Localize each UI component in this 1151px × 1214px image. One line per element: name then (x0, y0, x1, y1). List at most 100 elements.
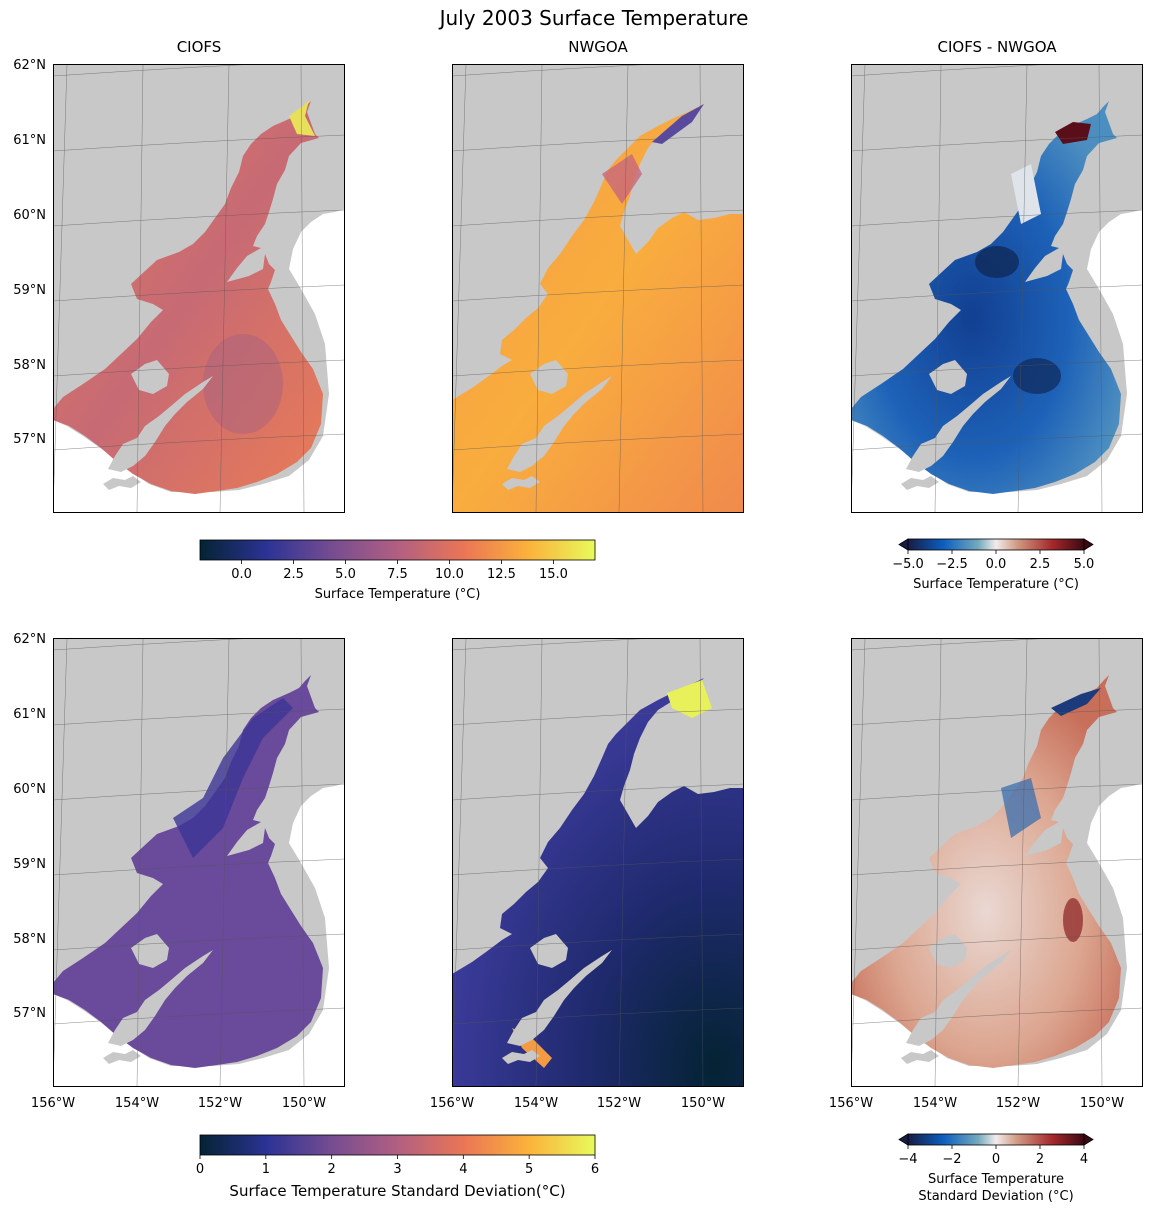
colorbar-label: Surface Temperature Standard Deviation(°… (229, 1182, 565, 1200)
lat-gridline (452, 858, 744, 876)
map-panels: CIOFS 62°N 61°N 60°N 59°N 58°N 57°N NWGOA CIOFS … (13, 38, 1143, 1111)
lon-tick-label: 156°W (829, 1096, 873, 1111)
ocean-outside-domain (53, 209, 345, 513)
neg-anomaly-north (1051, 688, 1101, 716)
lat-gridline (452, 64, 661, 77)
lat-gridline (851, 1007, 1143, 1025)
lon-tick-label: 154°W (514, 1096, 558, 1111)
colorbar-tick-label: −2.5 (936, 557, 968, 572)
colorbar-tick-label: 4 (459, 1162, 467, 1177)
trinity-islands (901, 1050, 939, 1064)
colorbar-label: Standard Deviation (°C) (918, 1189, 1073, 1204)
lat-gridline (851, 933, 1143, 951)
colorbar-gradient (199, 1134, 596, 1156)
graticule (452, 64, 744, 513)
panel-frame (452, 638, 744, 1087)
colorbar-tick-label: 3 (393, 1162, 401, 1177)
lat-gridline (452, 708, 744, 726)
map-content (53, 64, 345, 513)
colorbar-extend-low (898, 1133, 909, 1146)
kodiak-island (108, 376, 213, 472)
colorbar-tick-label: 2.5 (283, 567, 304, 582)
lat-gridline (452, 284, 744, 302)
panel-ciofs-mean: CIOFS 62°N 61°N 60°N 59°N 58°N 57°N (13, 38, 345, 513)
lon-gridline (452, 638, 467, 1087)
lon-gridline (53, 64, 68, 513)
lon-gridline (219, 64, 230, 513)
colorbar-tick-label: 0.0 (231, 567, 252, 582)
afognak-island (131, 360, 169, 394)
afognak-island (530, 934, 568, 968)
colorbar-tick-label: −2 (942, 1152, 961, 1167)
ocean-outside-domain (851, 783, 1143, 1087)
field-nwgoa-std (452, 678, 744, 1087)
lat-gridline (851, 134, 1143, 152)
colorbar-temp: 0.0 2.5 5.0 7.5 10.0 12.5 15.0 Surface Temperat… (199, 539, 596, 602)
colorbar-tick-label: 5 (525, 1162, 533, 1177)
warm-upper-inlet (289, 100, 315, 136)
lat-gridline (53, 638, 262, 651)
high-var-upper-inlet (667, 680, 712, 718)
lon-gridline (851, 64, 866, 513)
lon-gridline (1017, 638, 1028, 1087)
cold-anomaly (975, 246, 1019, 278)
map-content (851, 64, 1143, 513)
kodiak-island (906, 376, 1011, 472)
kodiak-island (906, 950, 1011, 1046)
panel-diff-mean: CIOFS - NWGOA (851, 38, 1143, 513)
lat-gridline (452, 933, 744, 951)
lat-tick-label: 58°N (13, 932, 46, 947)
panel-nwgoa-mean: NWGOA (452, 38, 744, 513)
lat-tick-label: 57°N (13, 432, 46, 447)
lat-tick-label: 59°N (13, 857, 46, 872)
lon-gridline (1098, 638, 1103, 1087)
lat-gridline (851, 359, 1143, 377)
lon-gridline (851, 638, 866, 1087)
trinity-islands (103, 476, 141, 490)
map-content (452, 64, 744, 513)
lon-tick-label: 156°W (430, 1096, 474, 1111)
lat-tick-label: 58°N (13, 358, 46, 373)
lon-tick-label: 154°W (115, 1096, 159, 1111)
lat-gridline (53, 433, 345, 451)
lat-gridline (452, 134, 744, 152)
trinity-islands (502, 476, 540, 490)
lat-gridline (53, 783, 345, 801)
afognak-island (929, 360, 967, 394)
colorbar-gradient (199, 539, 596, 561)
colorbar-tick-label: 2 (1036, 1152, 1044, 1167)
lon-gridline (136, 64, 144, 513)
lat-gridline (452, 638, 661, 651)
colorbar-tick-label: 0 (992, 1152, 1000, 1167)
colorbar-tick-label: 10.0 (435, 567, 464, 582)
colorbar-tick-label: 15.0 (539, 567, 568, 582)
lat-tick-label: 57°N (13, 1006, 46, 1021)
lat-gridline (851, 783, 1143, 801)
cold-anomaly-south (1013, 358, 1061, 394)
kodiak-island (108, 950, 213, 1046)
lon-gridline (934, 638, 942, 1087)
lat-tick-label: 60°N (13, 782, 46, 797)
colorbar-tick-label: −5.0 (892, 557, 924, 572)
lon-tick-label: 150°W (681, 1096, 725, 1111)
lon-gridline (219, 638, 230, 1087)
panel-title: CIOFS (177, 38, 222, 56)
graticule (851, 64, 1143, 513)
lat-gridline (851, 209, 1143, 227)
neutral-inlet (1011, 164, 1041, 224)
lat-gridline (53, 209, 345, 227)
colorbar-tick-label: 1 (262, 1162, 270, 1177)
panel-frame (452, 64, 744, 513)
colorbar-temp-diff: −5.0 −2.5 0.0 2.5 5.0 Surface Temperature (°C… (892, 538, 1094, 592)
cold-upper-inlet (652, 104, 704, 144)
graticule (53, 64, 345, 513)
lat-gridline (53, 933, 345, 951)
panel-ciofs-std: 62°N 61°N 60°N 59°N 58°N 57°N 156°W 154°W 152°W 1… (13, 632, 345, 1111)
lon-tick-label: 154°W (913, 1096, 957, 1111)
lon-gridline (699, 64, 704, 513)
lon-tick-label: 156°W (31, 1096, 75, 1111)
field-diff-mean (851, 101, 1121, 494)
colorbar-tick-label: 5.0 (335, 567, 356, 582)
